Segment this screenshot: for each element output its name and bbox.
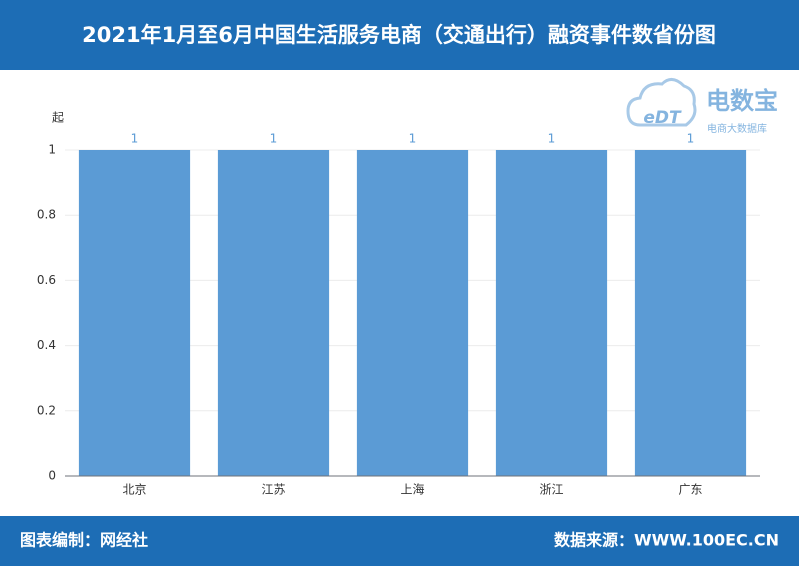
logo-tagline: 电商大数据库 xyxy=(707,122,767,135)
y-unit: 起 xyxy=(52,111,64,125)
footer-right: 数据来源：WWW.100EC.CN xyxy=(554,531,779,550)
data-label: 1 xyxy=(548,132,556,146)
y-tick-label: 0.6 xyxy=(37,273,56,287)
footer-left: 图表编制：网经社 xyxy=(20,531,148,550)
y-tick-label: 0.2 xyxy=(37,403,56,417)
logo-name: 电数宝 xyxy=(706,87,778,115)
bar xyxy=(217,150,330,476)
x-tick-label: 浙江 xyxy=(539,483,563,497)
y-tick-label: 1 xyxy=(48,143,56,157)
y-tick-label: 0 xyxy=(48,469,56,483)
y-tick-label: 0.4 xyxy=(37,338,56,352)
y-tick-label: 0.8 xyxy=(37,208,56,222)
data-label: 1 xyxy=(687,132,695,146)
header-bar xyxy=(0,0,799,70)
bar xyxy=(356,150,469,476)
chart-title: 2021年1月至6月中国生活服务电商（交通出行）融资事件数省份图 xyxy=(82,23,716,47)
bar xyxy=(78,150,191,476)
x-tick-label: 北京 xyxy=(122,483,146,497)
x-tick-label: 上海 xyxy=(400,482,424,497)
x-tick-label: 广东 xyxy=(678,483,702,497)
footer-bar xyxy=(0,516,799,566)
bar xyxy=(634,150,747,476)
data-label: 1 xyxy=(270,132,278,146)
bar xyxy=(495,150,608,476)
logo: eDT 电数宝 电商大数据库 xyxy=(626,78,778,135)
data-label: 1 xyxy=(409,132,417,146)
logo-cloud xyxy=(626,78,697,127)
data-label: 1 xyxy=(131,132,139,146)
logo-mark: eDT xyxy=(643,108,682,128)
x-tick-label: 江苏 xyxy=(261,483,285,497)
